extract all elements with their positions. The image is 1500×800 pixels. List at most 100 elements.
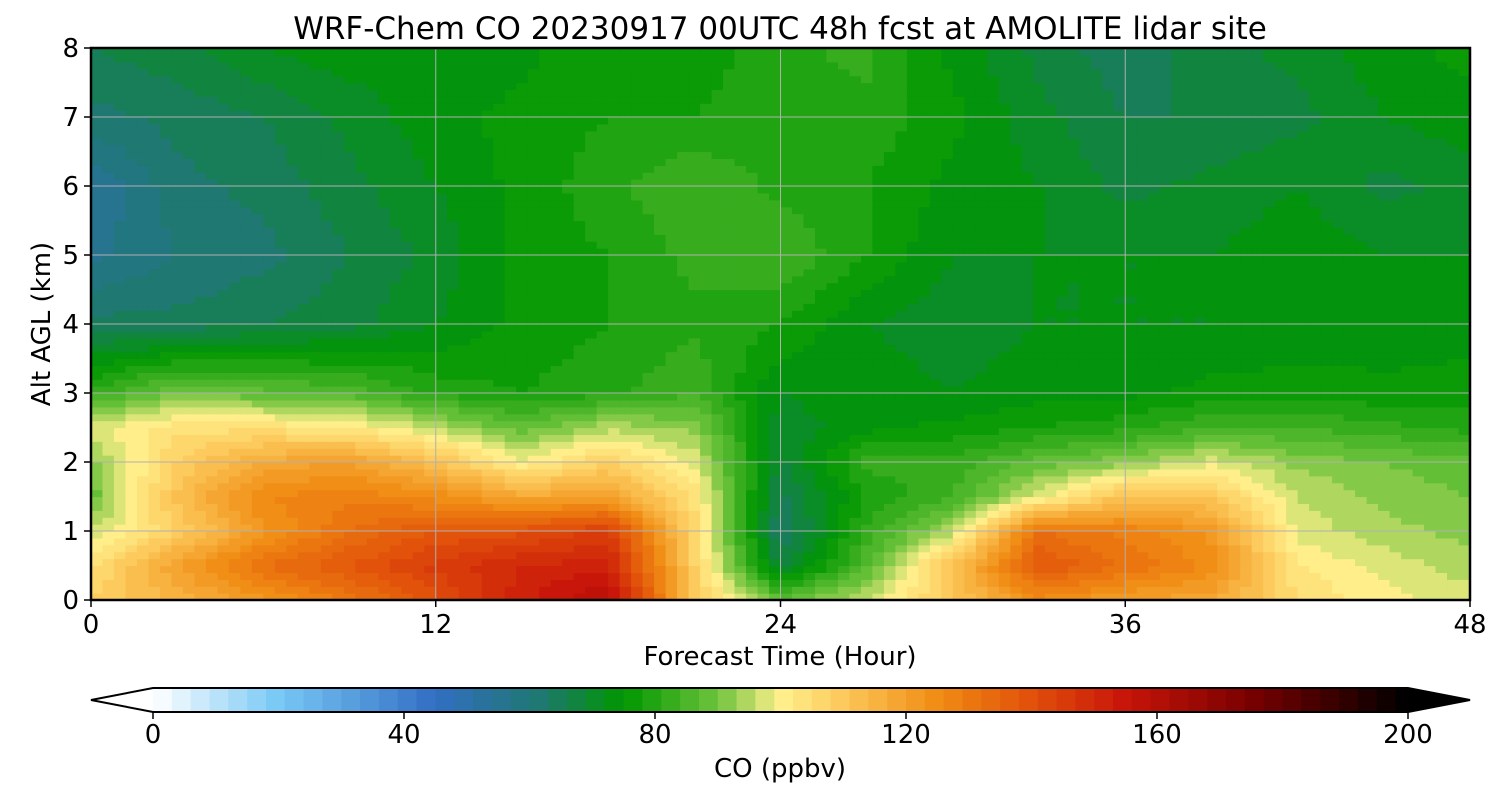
heatmap-cell <box>1148 372 1161 380</box>
heatmap-cell <box>1217 455 1230 463</box>
heatmap-cell <box>1171 441 1184 449</box>
heatmap-cell <box>1458 475 1470 484</box>
heatmap-cell <box>389 586 402 594</box>
heatmap-cell <box>1228 524 1241 532</box>
heatmap-cell <box>1401 358 1414 366</box>
heatmap-cell <box>182 393 196 401</box>
heatmap-cell <box>1332 324 1345 332</box>
heatmap-cell <box>608 324 621 332</box>
heatmap-cell <box>1355 330 1368 339</box>
heatmap-cell <box>872 330 885 339</box>
heatmap-cell <box>1286 344 1299 353</box>
heatmap-cell <box>998 496 1011 504</box>
heatmap-cell <box>1412 558 1425 567</box>
heatmap-cell <box>1067 399 1080 408</box>
heatmap-cell <box>171 489 184 498</box>
heatmap-cell <box>918 593 931 600</box>
heatmap-cell <box>1412 365 1425 373</box>
heatmap-cell <box>987 475 1000 484</box>
heatmap-cell <box>723 496 736 504</box>
heatmap-cell <box>952 572 965 580</box>
heatmap-cell <box>470 379 483 387</box>
heatmap-cell <box>550 558 563 567</box>
heatmap-cell <box>309 503 322 511</box>
heatmap-cell <box>941 544 954 553</box>
heatmap-cell <box>1148 503 1161 511</box>
heatmap-cell <box>286 503 299 511</box>
heatmap-cell <box>608 448 621 456</box>
heatmap-cell <box>355 324 368 332</box>
heatmap-cell <box>1090 531 1103 539</box>
heatmap-cell <box>228 441 241 449</box>
heatmap-cell <box>1205 537 1218 546</box>
heatmap-cell <box>975 455 988 463</box>
heatmap-cell <box>240 393 253 401</box>
heatmap-cell <box>240 330 253 339</box>
heatmap-cell <box>412 317 425 325</box>
heatmap-cell <box>458 593 471 600</box>
heatmap-cell <box>1067 503 1080 511</box>
heatmap-cell <box>814 551 828 560</box>
heatmap-cell <box>872 406 885 415</box>
heatmap-cell <box>906 358 919 366</box>
heatmap-cell <box>125 310 138 318</box>
heatmap-cell <box>401 427 414 435</box>
heatmap-cell <box>1159 531 1172 539</box>
heatmap-cell <box>1148 531 1161 539</box>
heatmap-cell <box>918 524 931 532</box>
heatmap-cell <box>1458 441 1470 449</box>
heatmap-cell <box>1297 455 1310 463</box>
heatmap-cell <box>424 399 437 408</box>
heatmap-cell <box>998 544 1011 553</box>
heatmap-cell <box>573 399 586 408</box>
heatmap-cell <box>470 324 483 332</box>
heatmap-cell <box>113 413 127 422</box>
heatmap-cell <box>1102 468 1115 477</box>
heatmap-cell <box>550 586 563 594</box>
heatmap-cell <box>1343 531 1356 539</box>
heatmap-cell <box>401 365 414 373</box>
heatmap-cell <box>504 462 517 470</box>
heatmap-cell <box>562 482 575 491</box>
heatmap-cell <box>1228 324 1241 332</box>
heatmap-cell <box>470 441 483 449</box>
heatmap-cell <box>550 379 563 387</box>
heatmap-cell <box>665 524 678 532</box>
heatmap-cell <box>217 399 230 408</box>
heatmap-cell <box>1171 544 1184 553</box>
heatmap-cell <box>504 386 517 394</box>
heatmap-cell <box>1033 544 1046 553</box>
heatmap-cell <box>366 475 379 484</box>
heatmap-cell <box>182 386 196 394</box>
heatmap-cell <box>952 379 965 387</box>
heatmap-cell <box>1205 365 1218 373</box>
heatmap-cell <box>481 420 494 429</box>
heatmap-cell <box>91 579 104 587</box>
heatmap-cell <box>113 386 127 394</box>
heatmap-cell <box>91 372 104 380</box>
heatmap-cell <box>435 379 448 387</box>
heatmap-cell <box>148 379 161 387</box>
heatmap-cell <box>205 524 219 532</box>
heatmap-cell <box>987 524 1000 532</box>
heatmap-cell <box>1044 579 1057 587</box>
heatmap-cell <box>378 365 391 373</box>
heatmap-cell <box>1021 406 1034 415</box>
heatmap-cell <box>389 572 402 580</box>
heatmap-cell <box>791 379 805 387</box>
heatmap-cell <box>1424 455 1437 463</box>
heatmap-cell <box>516 406 529 415</box>
heatmap-cell <box>941 510 954 518</box>
heatmap-cell <box>274 393 287 401</box>
heatmap-cell <box>1010 475 1023 484</box>
heatmap-cell <box>1343 420 1356 429</box>
heatmap-cell <box>700 324 713 332</box>
heatmap-cell <box>1401 448 1414 456</box>
heatmap-cell <box>1113 531 1126 539</box>
heatmap-cell <box>182 337 196 346</box>
heatmap-cell <box>504 413 517 422</box>
heatmap-cell <box>746 475 759 484</box>
heatmap-cell <box>1090 524 1103 532</box>
heatmap-cell <box>619 531 632 539</box>
heatmap-cell <box>366 586 379 594</box>
